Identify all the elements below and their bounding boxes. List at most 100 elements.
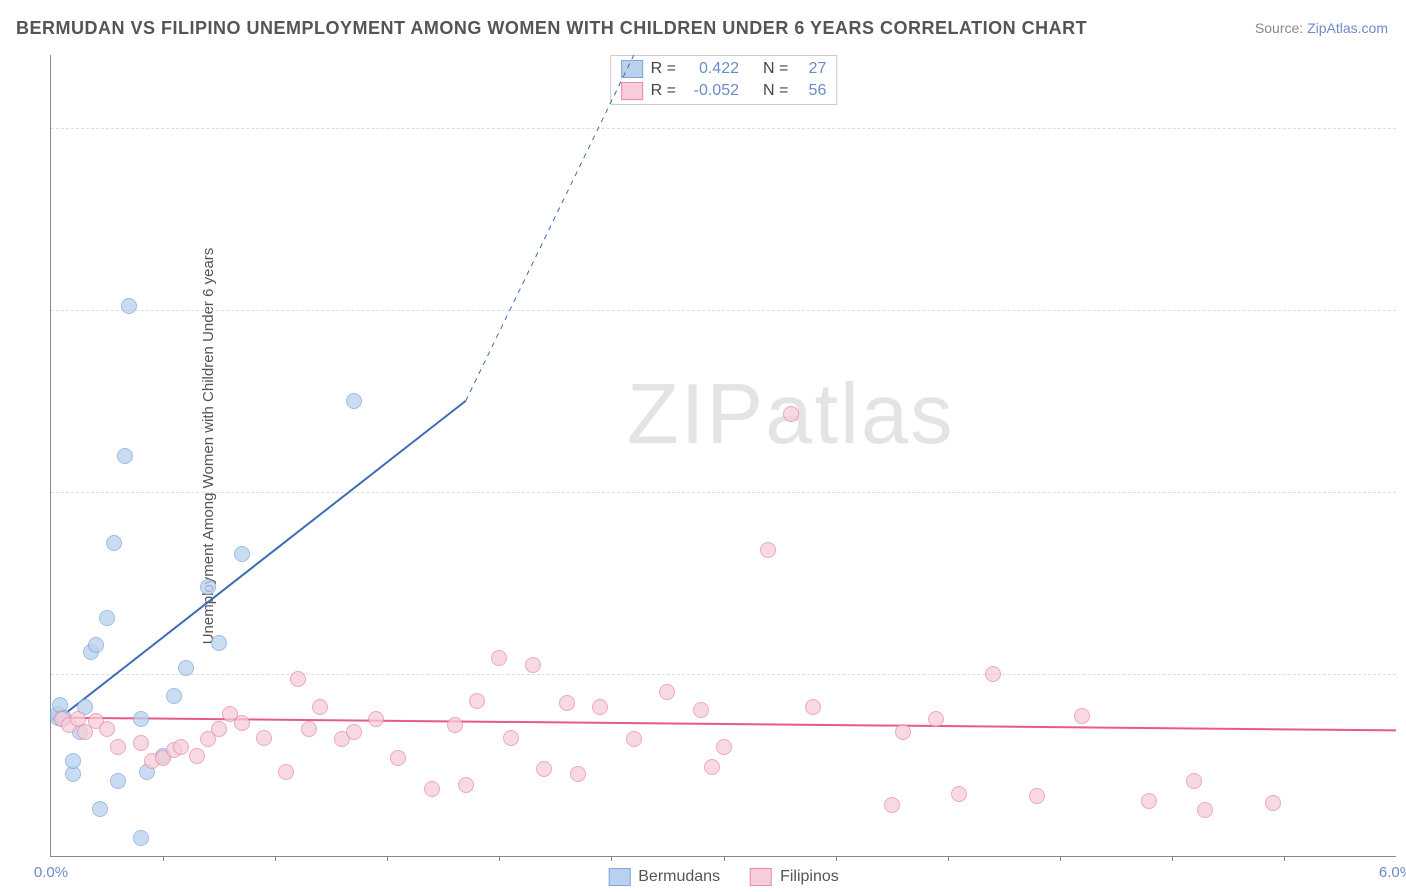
data-point-filipinos bbox=[805, 699, 821, 715]
n-label: N = bbox=[763, 60, 788, 78]
scatter-chart: ZIPatlas R = 0.422 N = 27 R = -0.052 N =… bbox=[50, 55, 1396, 857]
gridline-horizontal bbox=[51, 128, 1396, 129]
data-point-filipinos bbox=[99, 721, 115, 737]
swatch-bermudans bbox=[608, 868, 630, 886]
x-minor-tick bbox=[1060, 856, 1061, 861]
n-value-bermudans: 27 bbox=[796, 60, 826, 78]
series-legend: Bermudans Filipinos bbox=[608, 868, 839, 886]
n-label: N = bbox=[763, 82, 788, 100]
data-point-bermudans bbox=[117, 448, 133, 464]
data-point-bermudans bbox=[211, 635, 227, 651]
data-point-bermudans bbox=[110, 773, 126, 789]
r-label: R = bbox=[651, 60, 676, 78]
data-point-filipinos bbox=[951, 786, 967, 802]
legend-label-bermudans: Bermudans bbox=[638, 868, 720, 886]
data-point-filipinos bbox=[133, 735, 149, 751]
legend-item-filipinos: Filipinos bbox=[750, 868, 839, 886]
x-minor-tick bbox=[163, 856, 164, 861]
data-point-filipinos bbox=[1074, 708, 1090, 724]
data-point-filipinos bbox=[1186, 773, 1202, 789]
n-value-filipinos: 56 bbox=[796, 82, 826, 100]
data-point-filipinos bbox=[559, 695, 575, 711]
gridline-horizontal bbox=[51, 310, 1396, 311]
data-point-filipinos bbox=[693, 702, 709, 718]
data-point-filipinos bbox=[659, 684, 675, 700]
data-point-filipinos bbox=[884, 797, 900, 813]
data-point-filipinos bbox=[469, 693, 485, 709]
data-point-filipinos bbox=[716, 739, 732, 755]
x-minor-tick bbox=[275, 856, 276, 861]
data-point-filipinos bbox=[278, 764, 294, 780]
data-point-filipinos bbox=[234, 715, 250, 731]
x-minor-tick bbox=[724, 856, 725, 861]
data-point-bermudans bbox=[133, 711, 149, 727]
data-point-filipinos bbox=[290, 671, 306, 687]
data-point-filipinos bbox=[626, 731, 642, 747]
data-point-bermudans bbox=[99, 610, 115, 626]
legend-label-filipinos: Filipinos bbox=[780, 868, 839, 886]
gridline-horizontal bbox=[51, 674, 1396, 675]
gridline-horizontal bbox=[51, 492, 1396, 493]
data-point-filipinos bbox=[301, 721, 317, 737]
legend-row-filipinos: R = -0.052 N = 56 bbox=[611, 80, 837, 102]
r-value-filipinos: -0.052 bbox=[684, 82, 739, 100]
data-point-filipinos bbox=[928, 711, 944, 727]
data-point-filipinos bbox=[1141, 793, 1157, 809]
data-point-bermudans bbox=[200, 579, 216, 595]
data-point-filipinos bbox=[189, 748, 205, 764]
x-tick-label: 0.0% bbox=[34, 864, 68, 881]
data-point-filipinos bbox=[447, 717, 463, 733]
data-point-bermudans bbox=[92, 801, 108, 817]
data-point-filipinos bbox=[458, 777, 474, 793]
swatch-bermudans bbox=[621, 60, 643, 78]
data-point-filipinos bbox=[570, 766, 586, 782]
data-point-filipinos bbox=[536, 761, 552, 777]
legend-row-bermudans: R = 0.422 N = 27 bbox=[611, 58, 837, 80]
trend-lines bbox=[51, 55, 1396, 856]
data-point-bermudans bbox=[133, 830, 149, 846]
data-point-bermudans bbox=[346, 393, 362, 409]
data-point-bermudans bbox=[178, 660, 194, 676]
data-point-bermudans bbox=[88, 637, 104, 653]
data-point-bermudans bbox=[234, 546, 250, 562]
x-minor-tick bbox=[836, 856, 837, 861]
x-minor-tick bbox=[611, 856, 612, 861]
data-point-filipinos bbox=[1265, 795, 1281, 811]
data-point-filipinos bbox=[173, 739, 189, 755]
data-point-filipinos bbox=[895, 724, 911, 740]
x-minor-tick bbox=[1284, 856, 1285, 861]
data-point-filipinos bbox=[211, 721, 227, 737]
data-point-filipinos bbox=[110, 739, 126, 755]
data-point-filipinos bbox=[491, 650, 507, 666]
r-value-bermudans: 0.422 bbox=[684, 60, 739, 78]
source-prefix: Source: bbox=[1255, 20, 1307, 36]
data-point-filipinos bbox=[985, 666, 1001, 682]
data-point-filipinos bbox=[704, 759, 720, 775]
data-point-filipinos bbox=[525, 657, 541, 673]
data-point-bermudans bbox=[106, 535, 122, 551]
data-point-filipinos bbox=[592, 699, 608, 715]
data-point-filipinos bbox=[1029, 788, 1045, 804]
data-point-filipinos bbox=[783, 406, 799, 422]
x-tick-label: 6.0% bbox=[1379, 864, 1406, 881]
data-point-filipinos bbox=[256, 730, 272, 746]
data-point-bermudans bbox=[166, 688, 182, 704]
legend-item-bermudans: Bermudans bbox=[608, 868, 720, 886]
x-minor-tick bbox=[499, 856, 500, 861]
data-point-bermudans bbox=[65, 753, 81, 769]
data-point-filipinos bbox=[424, 781, 440, 797]
data-point-filipinos bbox=[390, 750, 406, 766]
watermark-bold: ZIP bbox=[627, 367, 765, 462]
x-minor-tick bbox=[948, 856, 949, 861]
data-point-filipinos bbox=[312, 699, 328, 715]
x-minor-tick bbox=[1172, 856, 1173, 861]
chart-title: BERMUDAN VS FILIPINO UNEMPLOYMENT AMONG … bbox=[16, 18, 1087, 39]
data-point-bermudans bbox=[121, 298, 137, 314]
x-minor-tick bbox=[387, 856, 388, 861]
source-attribution: Source: ZipAtlas.com bbox=[1255, 20, 1388, 36]
correlation-legend: R = 0.422 N = 27 R = -0.052 N = 56 bbox=[610, 55, 838, 105]
source-link[interactable]: ZipAtlas.com bbox=[1307, 20, 1388, 36]
data-point-filipinos bbox=[760, 542, 776, 558]
data-point-filipinos bbox=[368, 711, 384, 727]
data-point-filipinos bbox=[503, 730, 519, 746]
